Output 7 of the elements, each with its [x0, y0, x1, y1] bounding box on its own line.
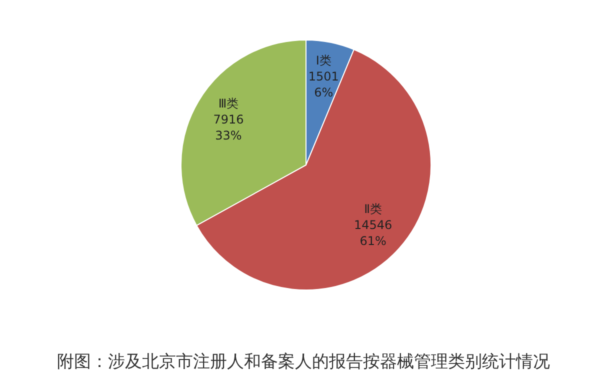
slice-label: Ⅲ类	[218, 96, 239, 110]
text: 附图：涉及北京市注册人和备案人的报告按器械管理类别统计情况	[56, 351, 551, 373]
data-label: 7916 33%	[213, 112, 244, 142]
slice-label: Ⅱ类	[364, 202, 382, 216]
data-label: 14546 61%	[354, 218, 392, 248]
slice-label: Ⅰ类	[316, 54, 332, 68]
data-label: 1501 6%	[308, 70, 339, 100]
